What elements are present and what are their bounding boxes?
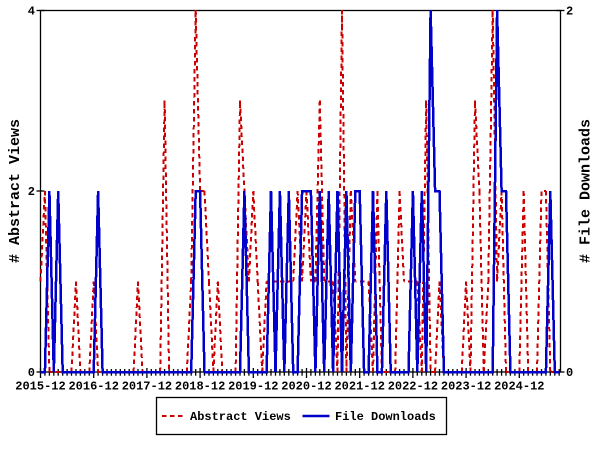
svg-text:2021-12: 2021-12 <box>334 380 384 394</box>
svg-text:2019-12: 2019-12 <box>228 380 278 394</box>
svg-text:0: 0 <box>28 366 35 380</box>
svg-text:2015-12: 2015-12 <box>15 380 65 394</box>
svg-text:2: 2 <box>566 5 573 19</box>
svg-text:# File Downloads: # File Downloads <box>578 119 595 263</box>
svg-text:2023-12: 2023-12 <box>441 380 491 394</box>
svg-text:2020-12: 2020-12 <box>281 380 331 394</box>
svg-text:2016-12: 2016-12 <box>68 380 118 394</box>
svg-text:2022-12: 2022-12 <box>388 380 438 394</box>
svg-text:Abstract Views: Abstract Views <box>190 410 291 424</box>
svg-text:4: 4 <box>28 5 35 19</box>
svg-text:0: 0 <box>566 366 573 380</box>
svg-text:2024-12: 2024-12 <box>494 380 544 394</box>
svg-text:File Downloads: File Downloads <box>335 410 436 424</box>
svg-text:2018-12: 2018-12 <box>175 380 225 394</box>
svg-text:# Abstract Views: # Abstract Views <box>7 119 24 263</box>
svg-text:2: 2 <box>28 185 35 199</box>
svg-text:2017-12: 2017-12 <box>122 380 172 394</box>
